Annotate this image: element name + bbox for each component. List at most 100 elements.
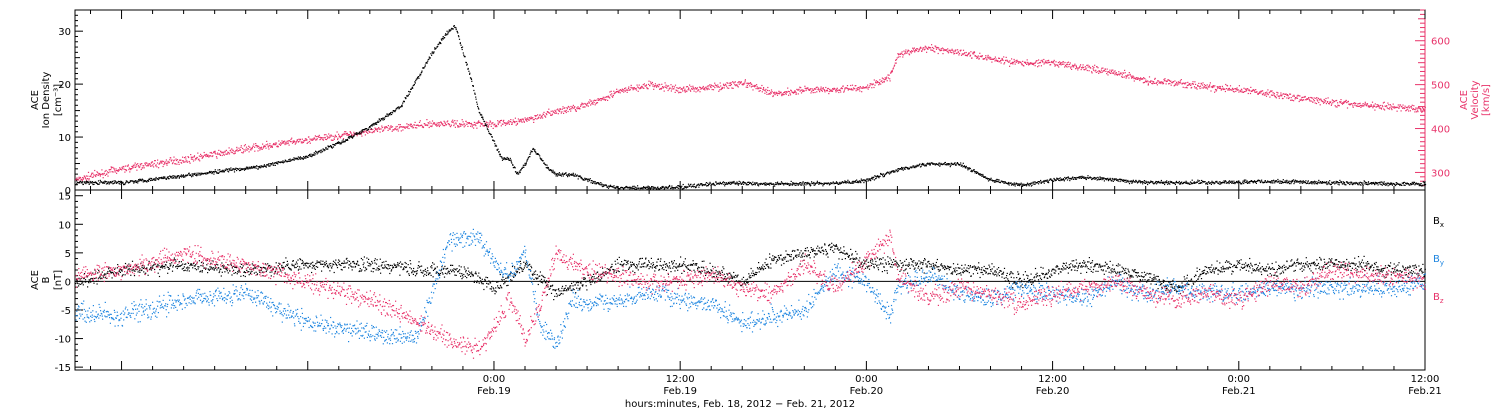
data-point <box>167 162 169 164</box>
data-point <box>422 67 424 69</box>
data-point <box>1066 66 1068 68</box>
data-point <box>763 89 765 91</box>
data-point <box>462 121 464 123</box>
data-point <box>919 163 921 165</box>
data-point <box>836 87 838 89</box>
data-point <box>1144 81 1146 83</box>
data-point <box>176 177 178 179</box>
data-point <box>1107 179 1109 181</box>
data-point <box>192 174 194 176</box>
data-point <box>1180 183 1182 185</box>
data-point <box>265 166 267 168</box>
data-point <box>567 174 570 176</box>
data-point <box>398 108 400 110</box>
data-point <box>1223 182 1225 184</box>
data-point <box>722 181 724 184</box>
data-point <box>593 99 596 101</box>
data-point <box>1175 181 1177 183</box>
data-point <box>1024 61 1026 63</box>
data-point <box>1093 177 1095 179</box>
data-point <box>164 163 166 165</box>
data-point <box>956 162 958 164</box>
data-point <box>574 106 576 108</box>
data-point <box>797 184 799 186</box>
data-point <box>305 155 307 157</box>
data-point <box>637 185 639 187</box>
data-point <box>351 136 353 138</box>
data-point <box>546 167 548 169</box>
data-point <box>1251 90 1253 92</box>
data-point <box>1202 180 1204 183</box>
data-point <box>1085 68 1087 70</box>
data-point <box>1171 82 1173 84</box>
data-point <box>215 171 217 173</box>
data-point <box>247 148 249 150</box>
data-point <box>1277 92 1279 94</box>
data-point <box>1126 76 1128 78</box>
data-point <box>303 157 305 159</box>
data-point <box>93 174 95 176</box>
data-point <box>235 150 237 152</box>
data-point <box>1269 180 1271 183</box>
data-point <box>351 134 353 136</box>
data-point <box>798 88 800 90</box>
data-point <box>846 85 849 87</box>
data-point <box>477 107 479 109</box>
data-point <box>418 121 421 123</box>
data-point <box>1091 178 1093 181</box>
data-point <box>376 129 378 131</box>
data-point <box>795 92 797 94</box>
data-point <box>372 124 374 126</box>
data-point <box>572 106 574 108</box>
data-point <box>1173 182 1175 184</box>
data-point <box>457 32 459 34</box>
data-point <box>1334 105 1336 107</box>
data-point <box>1168 79 1170 81</box>
data-point <box>890 171 892 173</box>
data-point <box>1107 180 1110 182</box>
data-point <box>624 90 626 92</box>
data-point <box>1245 179 1247 181</box>
data-point <box>1383 108 1385 110</box>
data-point <box>252 167 255 169</box>
data-point <box>1054 65 1056 67</box>
data-point <box>1217 86 1219 88</box>
data-point <box>857 87 859 89</box>
data-point <box>310 139 313 141</box>
data-point <box>339 143 341 145</box>
data-point <box>1201 87 1203 89</box>
data-point <box>854 88 856 90</box>
data-point <box>1222 181 1224 183</box>
data-point <box>1175 84 1177 86</box>
data-point <box>267 145 269 147</box>
data-point <box>214 150 216 152</box>
data-point <box>556 174 558 176</box>
data-point <box>302 142 304 144</box>
data-point <box>411 86 413 88</box>
data-point <box>1405 110 1407 112</box>
data-point <box>336 142 338 144</box>
data-point <box>634 188 636 190</box>
data-point <box>238 168 240 170</box>
data-point <box>403 126 405 128</box>
data-point <box>1047 180 1049 182</box>
data-point <box>416 127 418 129</box>
data-point <box>951 48 953 50</box>
data-point <box>1196 88 1198 90</box>
data-point <box>506 156 508 159</box>
data-point <box>1127 181 1129 183</box>
data-point <box>459 124 461 126</box>
data-point <box>497 148 499 150</box>
data-point <box>1280 94 1282 96</box>
data-point <box>1370 104 1372 106</box>
data-point <box>680 186 682 188</box>
data-point <box>818 89 820 91</box>
data-point <box>1135 78 1137 80</box>
data-point <box>1102 70 1104 72</box>
data-point <box>1170 84 1172 86</box>
data-point <box>766 93 768 95</box>
data-point <box>410 125 412 127</box>
data-point <box>1075 64 1077 67</box>
data-point <box>105 183 107 185</box>
data-point <box>519 119 521 121</box>
